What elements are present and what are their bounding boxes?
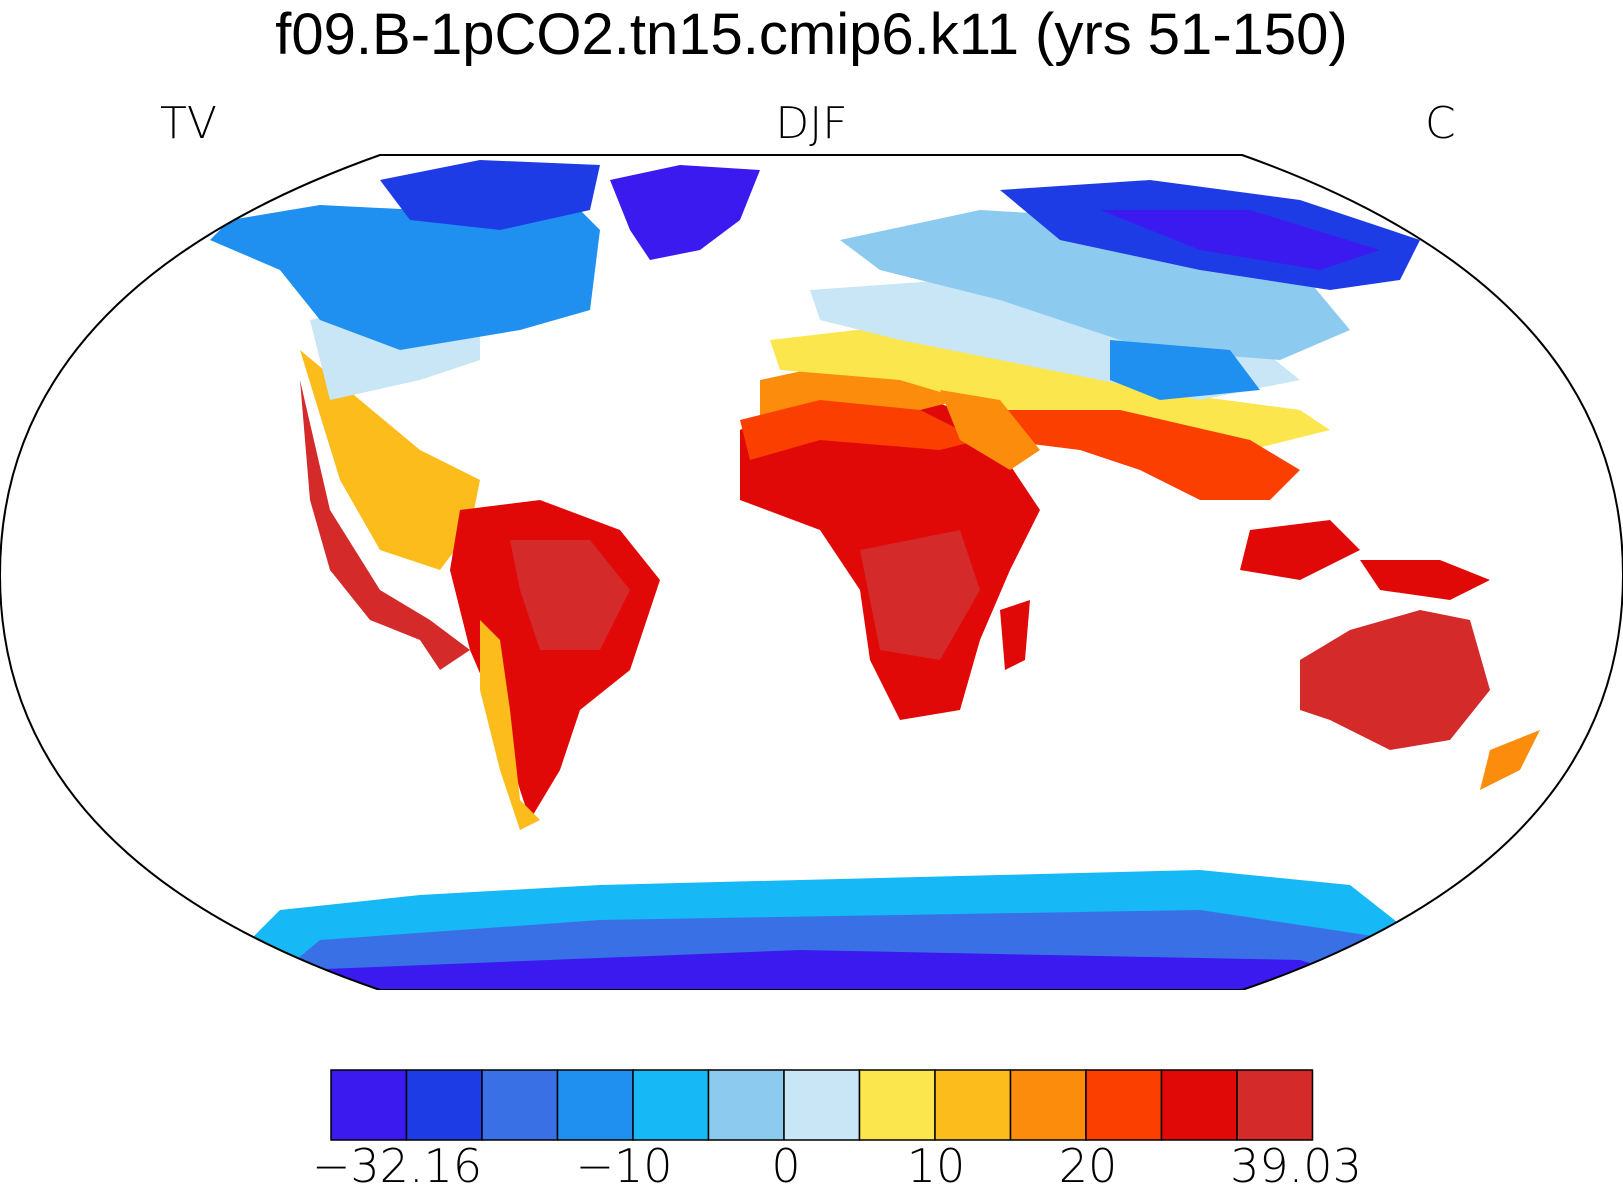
colorbar-tick-label: −32.16 [312, 1139, 482, 1190]
colorbar-tick-label: 10 [907, 1139, 966, 1190]
australia [1300, 610, 1490, 750]
colorbar-box-12 [1236, 1069, 1314, 1141]
north-america [300, 380, 470, 670]
land-fill [200, 160, 1540, 990]
units-label: C [1425, 98, 1456, 149]
season-label: DJF [775, 98, 848, 149]
eurasia [770, 325, 1330, 450]
colorbar-box-10 [1085, 1069, 1163, 1141]
colorbar-tick-label: 0 [771, 1139, 800, 1190]
map-title: f09.B-1pCO2.tn15.cmip6.k11 (yrs 51-150) [275, 2, 1348, 67]
world-map [0, 154, 1623, 990]
colorbar-box-1 [405, 1069, 483, 1141]
colorbar-box-2 [481, 1069, 559, 1141]
variable-label: TV [160, 98, 217, 149]
colorbar-tick-label: 20 [1059, 1139, 1118, 1190]
colorbar-box-6 [783, 1069, 861, 1141]
colorbar: −32.16 −10 0 10 20 39.03 [312, 1069, 1362, 1190]
colorbar-box-11 [1160, 1069, 1238, 1141]
colorbar-box-0 [330, 1069, 408, 1141]
colorbar-box-9 [1009, 1069, 1087, 1141]
colorbar-box-8 [934, 1069, 1012, 1141]
map-boundary [0, 154, 1623, 990]
greenland [610, 165, 760, 260]
colorbar-tick-label: −10 [575, 1139, 672, 1190]
colorbar-tick-label: 39.03 [1230, 1139, 1362, 1190]
colorbar-box-7 [858, 1069, 936, 1141]
colorbar-box-5 [707, 1069, 785, 1141]
colorbar-box-4 [632, 1069, 710, 1141]
colorbar-box-3 [556, 1069, 634, 1141]
